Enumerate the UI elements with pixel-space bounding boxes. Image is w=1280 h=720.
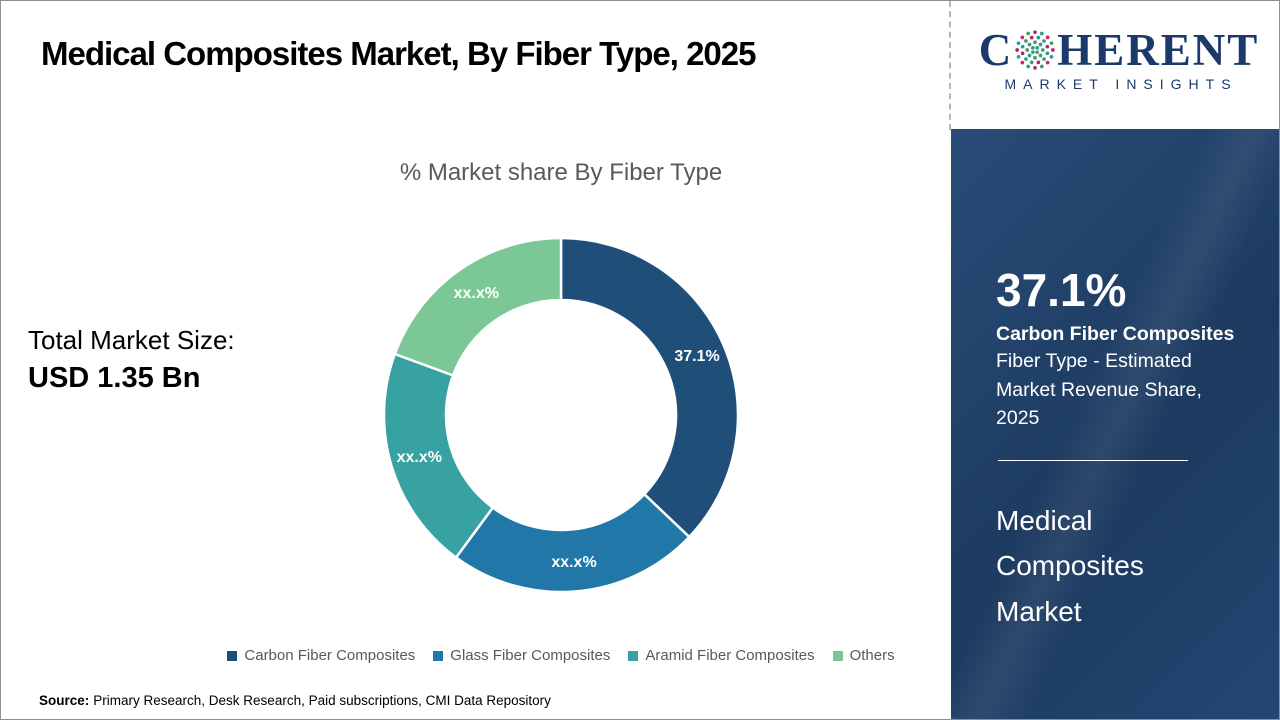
legend-label: Aramid Fiber Composites — [645, 647, 815, 664]
total-market-size-value: USD 1.35 Bn — [28, 362, 201, 394]
highlight-sidebar: 37.1% Carbon Fiber Composites Fiber Type… — [951, 129, 1279, 719]
donut-slice-2 — [454, 492, 692, 594]
logo-letters-herent: HERENT — [1057, 25, 1260, 75]
legend-item-2: Glass Fiber Composites — [433, 647, 610, 664]
total-market-size-label: Total Market Size: — [28, 325, 235, 355]
legend-swatch-icon — [832, 650, 843, 661]
stat-value: 37.1% — [996, 264, 1127, 316]
donut-slice-4 — [393, 236, 563, 377]
source-line: Source: Primary Research, Desk Research, … — [39, 693, 551, 708]
logo-subtitle: MARKET INSIGHTS — [1004, 76, 1238, 92]
legend-item-3: Aramid Fiber Composites — [628, 647, 815, 664]
slice-label-4: xx.x% — [454, 285, 499, 302]
page-title: Medical Composites Market, By Fiber Type… — [41, 35, 756, 72]
legend-label: Carbon Fiber Composites — [244, 647, 416, 664]
slice-label-2: xx.x% — [551, 554, 596, 571]
coherent-globe-icon — [1015, 30, 1055, 70]
source-text: Primary Research, Desk Research, Paid su… — [93, 693, 551, 708]
logo-letter-c: C — [978, 25, 1014, 75]
legend-swatch-icon — [433, 650, 444, 661]
legend-label: Others — [849, 647, 895, 664]
chart-legend: Carbon Fiber Composites Glass Fiber Compo… — [86, 647, 1036, 664]
sidebar-report-title: Medical Composites Market — [996, 504, 1144, 627]
chart-title: % Market share By Fiber Type — [399, 159, 723, 186]
legend-item-1: Carbon Fiber Composites — [227, 647, 415, 664]
slice-label-1: 37.1% — [674, 348, 719, 365]
sidebar-divider — [998, 459, 1188, 461]
stat-segment-name: Carbon Fiber Composites — [996, 323, 1235, 345]
coherent-logo: C HERENT MARKET INSIGHTS — [969, 27, 1269, 92]
donut-chart: 37.1% xx.x% xx.x% xx.x% — [382, 236, 740, 594]
legend-label: Glass Fiber Composites — [450, 647, 611, 664]
stat-description: Fiber Type - Estimated Market Revenue Sh… — [996, 350, 1202, 429]
total-market-size-block: Total Market Size: USD 1.35 Bn — [28, 325, 235, 395]
source-label: Source: — [39, 693, 90, 708]
legend-item-4: Others — [832, 647, 895, 664]
legend-swatch-icon — [628, 650, 639, 661]
coherent-logo-wordmark: C HERENT — [969, 27, 1269, 73]
header-dashed-divider — [949, 1, 951, 130]
donut-slice-1 — [559, 236, 740, 539]
legend-swatch-icon — [227, 650, 238, 661]
slice-label-3: xx.x% — [397, 449, 442, 466]
